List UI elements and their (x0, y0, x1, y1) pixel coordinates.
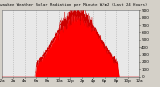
Text: Milwaukee Weather Solar Radiation per Minute W/m2 (Last 24 Hours): Milwaukee Weather Solar Radiation per Mi… (0, 3, 148, 7)
